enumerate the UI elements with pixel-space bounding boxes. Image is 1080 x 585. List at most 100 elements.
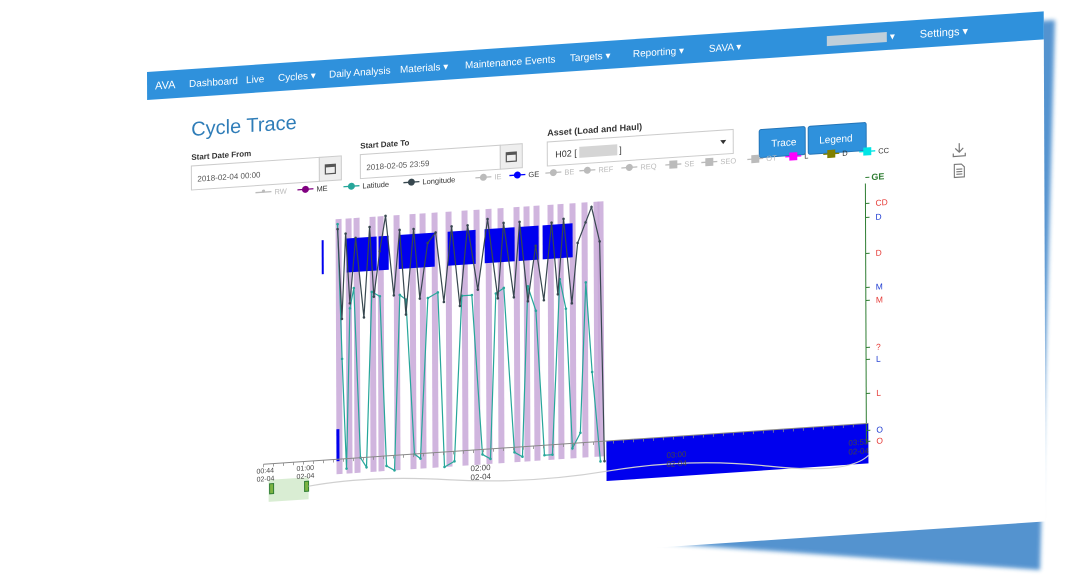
cycle-band — [497, 207, 505, 464]
ge-bar — [321, 240, 324, 275]
legend-item-req[interactable]: REQ — [621, 162, 657, 173]
start-date-from-calendar-button[interactable] — [318, 155, 342, 182]
download-icon[interactable] — [952, 143, 966, 158]
latitude-series-point — [419, 457, 422, 460]
longitude-series-point — [598, 240, 601, 243]
right-axis-line — [864, 183, 867, 444]
nav-daily-analysis[interactable]: Daily Analysis — [329, 66, 391, 81]
right-axis-label: O — [876, 435, 883, 445]
navigator-window[interactable] — [268, 477, 309, 502]
time-axis: 00:4402-0401:0002-0402:0002-0403:0002-04… — [257, 422, 869, 502]
legend-label: D — [842, 149, 848, 158]
time-axis-time-label: 03:53 — [848, 437, 869, 447]
longitude-series-point — [450, 225, 453, 228]
time-axis-date-label: 02-04 — [848, 446, 869, 456]
ge-bar — [336, 429, 340, 462]
chart-legend: RW ME Latitude Longitude IE GE BE REF REQ SE SEO OT… — [255, 146, 890, 198]
cycle-band — [485, 208, 493, 465]
document-icon[interactable] — [953, 163, 965, 179]
legend-label: L — [804, 151, 808, 160]
latitude-series-point — [348, 307, 352, 310]
longitude-series-point — [354, 236, 357, 240]
nav-sava[interactable]: SAVA ▾ — [709, 42, 741, 55]
legend-item-rw[interactable]: RW — [255, 187, 288, 198]
legend-item-be[interactable]: BE — [545, 167, 574, 178]
legend-item-seo[interactable]: SEO — [701, 156, 736, 167]
right-axis-label: L — [876, 387, 881, 397]
legend-item-me[interactable]: ME — [297, 184, 328, 195]
ge-bar — [542, 223, 573, 260]
legend-item-longitude[interactable]: Longitude — [403, 175, 455, 187]
legend-item-d[interactable]: D — [823, 149, 848, 160]
nav-reporting[interactable]: Reporting ▾ — [633, 46, 684, 60]
legend-label: BE — [564, 167, 574, 177]
latitude-series-point — [352, 286, 356, 290]
nav-cycles[interactable]: Cycles ▾ — [278, 71, 316, 85]
nav-live[interactable]: Live — [246, 74, 265, 86]
longitude-series-point — [418, 297, 422, 300]
legend-item-latitude[interactable]: Latitude — [343, 180, 389, 192]
longitude-series-point — [378, 250, 381, 253]
longitude-series-point — [570, 302, 574, 305]
latitude-series-point — [385, 464, 388, 468]
nav-materials[interactable]: Materials ▾ — [400, 62, 448, 76]
time-axis-date-label: 02-04 — [471, 472, 492, 482]
start-date-from-value: 2018-02-04 00:00 — [197, 170, 261, 183]
right-axis-label: GE — [871, 171, 884, 182]
legend-label: Longitude — [422, 175, 455, 186]
trace-button[interactable] — [758, 126, 806, 159]
longitude-series-point — [348, 302, 352, 305]
latitude-series-point — [370, 290, 374, 294]
navigator-handle-left[interactable] — [269, 483, 275, 495]
latitude-series-point — [481, 453, 484, 456]
navigator-date-label: 02-04 — [297, 473, 315, 481]
longitude-series-point — [603, 459, 606, 463]
longitude-series-point — [404, 313, 408, 316]
legend-button[interactable] — [807, 122, 867, 155]
brand[interactable]: AVA — [155, 79, 176, 92]
legend-item-cc[interactable]: CC — [859, 146, 890, 157]
user-menu-caret[interactable]: ▾ — [890, 31, 895, 42]
legend-item-ot[interactable]: OT — [747, 153, 777, 164]
legend-item-ie[interactable]: IE — [475, 172, 501, 183]
legend-label: OT — [766, 153, 777, 163]
cycle-band — [569, 203, 577, 459]
nav-dashboard[interactable]: Dashboard — [189, 76, 238, 90]
longitude-series-point — [476, 288, 480, 292]
longitude-series-point — [526, 300, 530, 303]
legend-item-se[interactable]: SE — [665, 159, 694, 170]
navigator-handle-right[interactable] — [304, 480, 310, 492]
latitude-series-point — [521, 455, 524, 459]
right-axis-labels: GE CD D D MM? L L OO — [865, 171, 888, 446]
longitude-series-point — [518, 220, 521, 224]
cycle-band — [419, 213, 427, 469]
longitude-series-point — [398, 228, 401, 232]
latitude-series-point — [502, 286, 506, 290]
longitude-series-point — [426, 241, 429, 245]
user-name-redacted[interactable] — [826, 32, 887, 47]
right-axis-label: M — [876, 281, 883, 291]
longitude-series-point — [384, 214, 387, 218]
legend-item-l[interactable]: L — [785, 151, 808, 162]
legend-item-ge[interactable]: GE — [509, 170, 539, 181]
time-axis-time-label: 02:00 — [470, 463, 491, 473]
nav-targets[interactable]: Targets ▾ — [570, 51, 611, 65]
start-date-to-calendar-button[interactable] — [499, 143, 523, 170]
latitude-series-point — [345, 467, 348, 470]
longitude-series-point — [496, 297, 500, 300]
right-axis-label: O — [876, 424, 883, 434]
asset-value-suffix: ] — [619, 145, 622, 155]
latitude-series-point — [513, 450, 516, 454]
longitude-series-point — [392, 294, 396, 297]
latitude-series-point — [551, 453, 554, 457]
latitude-series-point — [393, 469, 396, 472]
cycle-band — [335, 218, 343, 475]
latitude-series-point — [526, 285, 530, 288]
cycle-trace-chart — [321, 201, 869, 482]
longitude-series-point — [502, 221, 505, 225]
longitude-series-point — [590, 205, 593, 209]
nav-settings[interactable]: Settings ▾ — [920, 25, 969, 40]
right-axis-label: L — [876, 353, 881, 363]
legend-item-ref[interactable]: REF — [579, 165, 614, 176]
cycle-band — [369, 216, 377, 473]
